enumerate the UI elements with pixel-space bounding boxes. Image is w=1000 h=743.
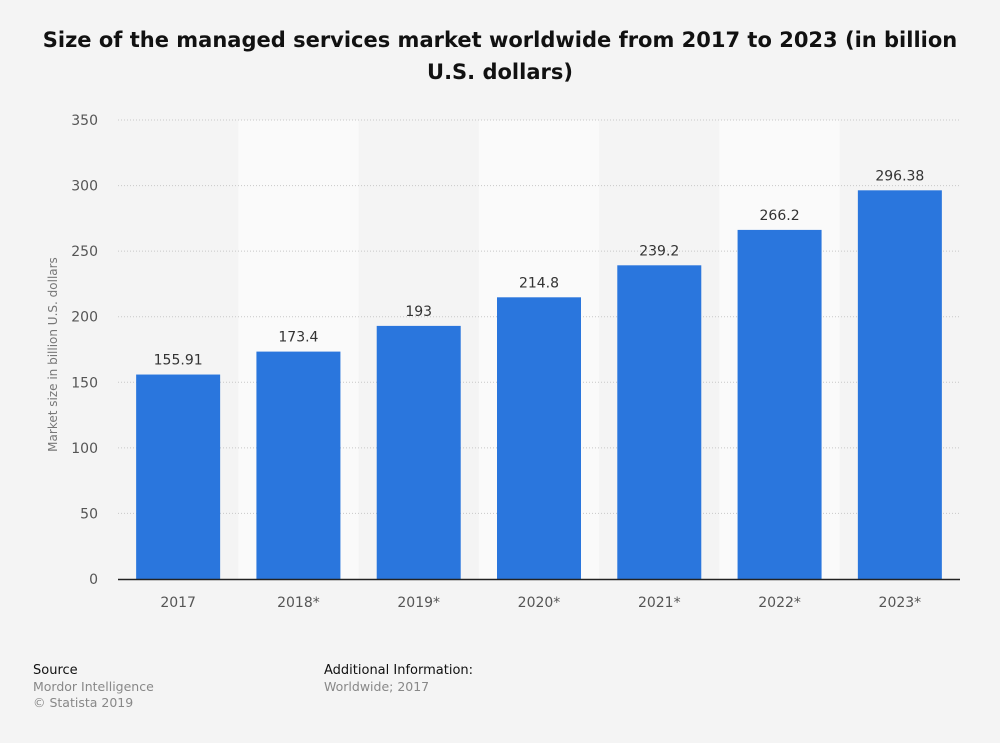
x-tick-label: 2022* [758,595,801,611]
bar-2019* [376,325,461,579]
y-axis-label: Market size in billion U.S. dollars [46,257,60,452]
bar-2020* [497,297,581,579]
bar-2018* [256,351,341,579]
bar-2023* [857,190,942,580]
additional-info-block: Additional Information: Worldwide; 2017 [324,663,473,695]
bar-2021* [617,265,702,579]
x-tick-label: 2020* [518,595,561,611]
source-heading: Source [33,663,78,678]
y-tick-label: 50 [80,506,98,522]
source-block: Source Mordor Intelligence © Statista 20… [33,663,154,711]
y-tick-label: 250 [71,244,98,260]
bar-chart: 0 50 100 150 200 250 300 350 155.91 2017 173.4 2018… [46,113,960,611]
x-tick-label: 2018* [277,595,320,611]
y-tick-label: 0 [89,572,98,588]
data-label: 266.2 [760,208,800,224]
data-label: 239.2 [639,243,679,259]
x-tick-label: 2017 [160,595,196,611]
x-tick-label: 2019* [397,595,440,611]
info-text: Worldwide; 2017 [324,679,430,694]
data-label: 296.38 [875,168,924,184]
y-tick-label: 200 [71,310,98,326]
source-text[interactable]: Mordor Intelligence [33,679,154,694]
bar-2022* [737,229,822,580]
copyright: © Statista 2019 [33,695,134,710]
info-heading: Additional Information: [324,663,474,678]
y-tick-label: 150 [71,375,98,391]
y-tick-label: 300 [71,179,98,195]
data-label: 155.91 [154,353,203,369]
bar-2017 [136,374,221,579]
y-tick-label: 350 [71,113,98,129]
data-label: 214.8 [519,275,559,291]
x-tick-label: 2021* [638,595,681,611]
data-label: 173.4 [278,330,318,346]
data-label: 193 [405,304,432,320]
y-tick-label: 100 [71,441,98,457]
x-tick-label: 2023* [879,595,922,611]
chart-title: Size of the managed services market worl… [42,28,958,84]
